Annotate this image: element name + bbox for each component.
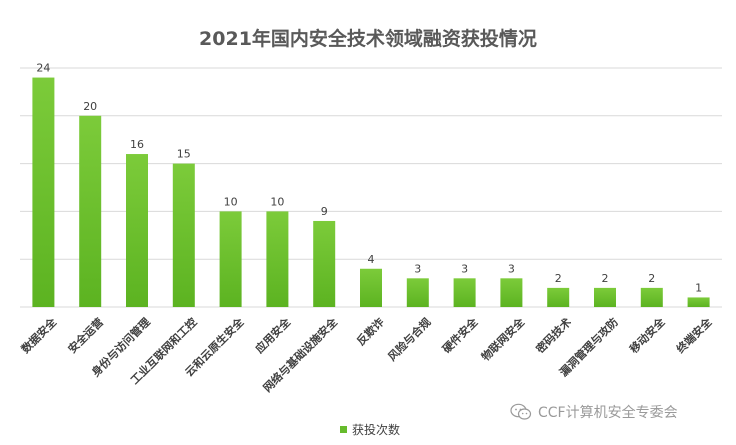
bar bbox=[500, 278, 523, 307]
x-tick-label: 数据安全 bbox=[18, 314, 60, 356]
x-tick-label: 终端安全 bbox=[673, 314, 715, 356]
data-label: 1 bbox=[695, 281, 702, 294]
x-tick-label: 应用安全 bbox=[252, 314, 294, 356]
bar bbox=[360, 268, 382, 307]
bar bbox=[313, 220, 336, 307]
bar bbox=[453, 278, 476, 307]
data-label: 24 bbox=[36, 62, 50, 75]
data-label: 3 bbox=[508, 262, 515, 275]
watermark-text: CCF计算机安全专委会 bbox=[538, 405, 678, 421]
x-tick-label: 物联网安全 bbox=[478, 314, 527, 363]
x-tick-label: 密码技术 bbox=[533, 315, 574, 356]
bar bbox=[594, 287, 616, 307]
data-label: 20 bbox=[83, 100, 97, 113]
data-label: 2 bbox=[602, 272, 609, 285]
chart-title: 2021年国内安全技术领域融资获投情况 bbox=[199, 28, 537, 50]
data-labels: 24 20 16 15 10 10 9 4 3 3 3 2 2 2 1 bbox=[36, 62, 702, 295]
legend-swatch bbox=[340, 426, 347, 433]
legend: 获投次数 bbox=[340, 421, 400, 438]
bar bbox=[79, 115, 102, 307]
x-tick-label: 反欺诈 bbox=[354, 315, 387, 348]
bar bbox=[640, 287, 663, 307]
data-label: 3 bbox=[414, 262, 421, 275]
x-tick-label: 风险与合规 bbox=[385, 315, 434, 364]
watermark: CCF计算机安全专委会 bbox=[510, 402, 678, 422]
bar bbox=[406, 278, 429, 307]
data-label: 4 bbox=[368, 253, 375, 266]
x-tick-label: 移动安全 bbox=[627, 314, 669, 356]
data-label: 16 bbox=[130, 138, 144, 151]
bars bbox=[32, 77, 710, 307]
data-label: 10 bbox=[224, 195, 238, 208]
bar bbox=[32, 77, 55, 307]
data-label: 3 bbox=[461, 262, 468, 275]
wechat-icon bbox=[510, 403, 532, 420]
data-label: 10 bbox=[270, 195, 284, 208]
data-label: 15 bbox=[177, 148, 191, 161]
x-tick-label: 安全运营 bbox=[65, 315, 106, 356]
bar bbox=[219, 211, 242, 307]
data-label: 2 bbox=[648, 272, 655, 285]
legend-label: 获投次数 bbox=[352, 423, 401, 437]
bar bbox=[687, 297, 710, 307]
bar bbox=[172, 163, 195, 307]
data-label: 2 bbox=[555, 272, 562, 285]
bar bbox=[266, 211, 289, 307]
data-label: 9 bbox=[321, 205, 328, 218]
x-tick-label: 硬件安全 bbox=[439, 314, 481, 356]
bar bbox=[126, 154, 148, 307]
bar bbox=[547, 287, 570, 307]
